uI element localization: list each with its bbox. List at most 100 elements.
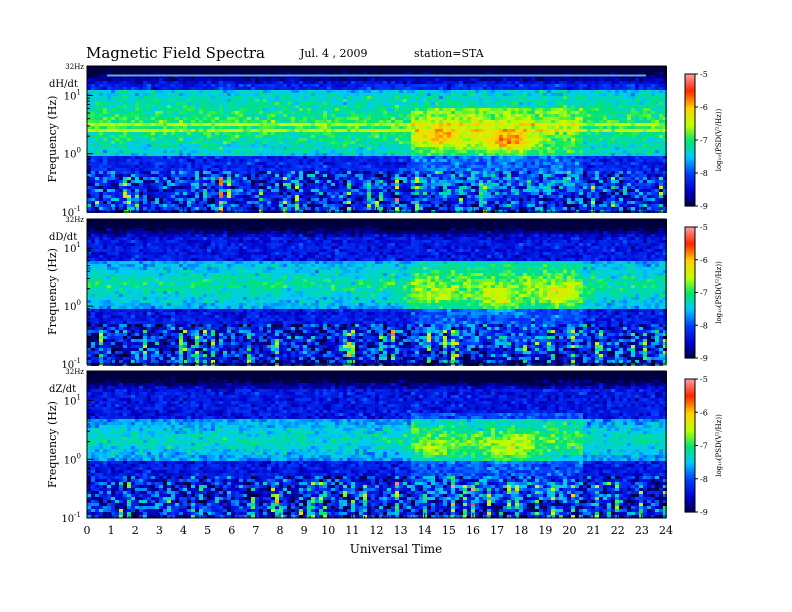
heatmap-cell <box>391 120 395 123</box>
heatmap-cell <box>179 105 183 108</box>
heatmap-cell <box>447 120 451 123</box>
heatmap-cell <box>235 144 239 147</box>
heatmap-cell <box>115 99 119 102</box>
heatmap-cell <box>303 81 307 84</box>
heatmap-cell <box>127 81 131 84</box>
heatmap-cell <box>451 90 455 93</box>
heatmap-cell <box>599 150 603 153</box>
heatmap-cell <box>335 162 339 165</box>
heatmap-cell <box>531 105 535 108</box>
heatmap-cell <box>559 120 563 123</box>
heatmap-cell <box>535 138 539 141</box>
heatmap-cell <box>287 138 291 141</box>
heatmap-cell <box>323 126 327 129</box>
heatmap-cell <box>295 111 299 114</box>
heatmap-cell <box>315 108 319 111</box>
heatmap-cell <box>375 105 379 108</box>
heatmap-cell <box>191 78 195 81</box>
heatmap-cell <box>211 87 215 90</box>
heatmap-cell <box>219 117 223 120</box>
heatmap-cell <box>283 153 287 156</box>
heatmap-cell <box>343 84 347 87</box>
heatmap-cell <box>343 138 347 141</box>
heatmap-cell <box>603 147 607 150</box>
heatmap-cell <box>651 69 655 72</box>
heatmap-cell <box>555 162 559 165</box>
heatmap-cell <box>211 84 215 87</box>
heatmap-cell <box>419 135 423 138</box>
heatmap-cell <box>235 153 239 156</box>
heatmap-cell <box>531 108 535 111</box>
heatmap-cell <box>263 87 267 90</box>
heatmap-cell <box>215 132 219 135</box>
heatmap-cell <box>535 93 539 96</box>
heatmap-cell <box>259 147 263 150</box>
heatmap-cell <box>391 150 395 153</box>
heatmap-cell <box>327 165 331 168</box>
heatmap-cell <box>139 111 143 114</box>
heatmap-cell <box>387 153 391 156</box>
heatmap-cell <box>215 150 219 153</box>
heatmap-cell <box>655 87 659 90</box>
heatmap-cell <box>99 162 103 165</box>
heatmap-cell <box>179 150 183 153</box>
heatmap-cell <box>435 105 439 108</box>
heatmap-cell <box>563 138 567 141</box>
heatmap-cell <box>139 162 143 165</box>
heatmap-cell <box>403 123 407 126</box>
heatmap-cell <box>375 69 379 72</box>
heatmap-cell <box>535 135 539 138</box>
heatmap-cell <box>495 78 499 81</box>
heatmap-cell <box>147 141 151 144</box>
heatmap-cell <box>603 141 607 144</box>
heatmap-cell <box>455 144 459 147</box>
heatmap-cell <box>99 72 103 75</box>
heatmap-cell <box>431 126 435 129</box>
heatmap-cell <box>115 108 119 111</box>
heatmap-cell <box>91 72 95 75</box>
heatmap-cell <box>319 87 323 90</box>
heatmap-cell <box>419 69 423 72</box>
heatmap-cell <box>179 165 183 168</box>
heatmap-cell <box>283 135 287 138</box>
heatmap-cell <box>619 150 623 153</box>
heatmap-cell <box>431 153 435 156</box>
heatmap-cell <box>335 150 339 153</box>
heatmap-cell <box>215 69 219 72</box>
heatmap-cell <box>567 138 571 141</box>
heatmap-cell <box>483 111 487 114</box>
heatmap-cell <box>435 132 439 135</box>
heatmap-cell <box>247 156 251 159</box>
heatmap-cell <box>195 105 199 108</box>
heatmap-cell <box>419 108 423 111</box>
heatmap-cell <box>371 165 375 168</box>
heatmap-cell <box>651 114 655 117</box>
heatmap-cell <box>543 90 547 93</box>
heatmap-cell <box>383 99 387 102</box>
heatmap-cell <box>175 120 179 123</box>
heatmap-cell <box>311 87 315 90</box>
heatmap-cell <box>651 84 655 87</box>
heatmap-cell <box>263 123 267 126</box>
heatmap-cell <box>575 144 579 147</box>
heatmap-cell <box>483 102 487 105</box>
heatmap-cell <box>563 93 567 96</box>
heatmap-cell <box>559 123 563 126</box>
heatmap-cell <box>299 105 303 108</box>
heatmap-cell <box>455 117 459 120</box>
heatmap-cell <box>651 111 655 114</box>
heatmap-cell <box>555 123 559 126</box>
heatmap-cell <box>587 114 591 117</box>
heatmap-cell <box>539 165 543 168</box>
heatmap-cell <box>199 141 203 144</box>
heatmap-cell <box>243 153 247 156</box>
heatmap-cell <box>651 96 655 99</box>
heatmap-cell <box>599 105 603 108</box>
heatmap-cell <box>511 87 515 90</box>
heatmap-cell <box>511 147 515 150</box>
heatmap-cell <box>215 126 219 129</box>
heatmap-cell <box>111 78 115 81</box>
heatmap-cell <box>143 96 147 99</box>
heatmap-cell <box>207 111 211 114</box>
heatmap-cell <box>583 129 587 132</box>
